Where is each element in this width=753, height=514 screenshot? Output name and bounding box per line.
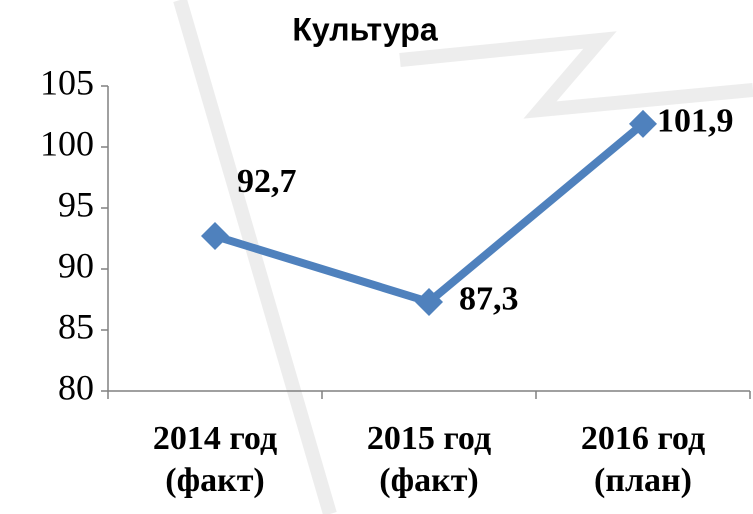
x-tick-label: 2014 год (факт) xyxy=(152,420,278,499)
y-tick-label: 85 xyxy=(58,306,94,346)
y-tick-label: 95 xyxy=(58,184,94,224)
y-tick-label: 105 xyxy=(40,62,94,102)
marker xyxy=(201,222,229,251)
y-tick-label: 100 xyxy=(40,123,94,163)
marker xyxy=(415,287,443,316)
data-label: 92,7 xyxy=(237,163,297,200)
marker xyxy=(629,109,657,138)
background-decoration xyxy=(173,0,753,514)
line xyxy=(213,120,646,306)
chart-title: Культура xyxy=(292,11,437,47)
data-label: 87,3 xyxy=(459,281,519,318)
y-tick-label: 90 xyxy=(58,245,94,285)
x-tick-label: 2016 год (план) xyxy=(580,420,706,499)
y-tick-label: 80 xyxy=(58,367,94,407)
data-label: 101,9 xyxy=(657,103,734,140)
x-tick-label: 2015 год (факт) xyxy=(366,420,492,499)
